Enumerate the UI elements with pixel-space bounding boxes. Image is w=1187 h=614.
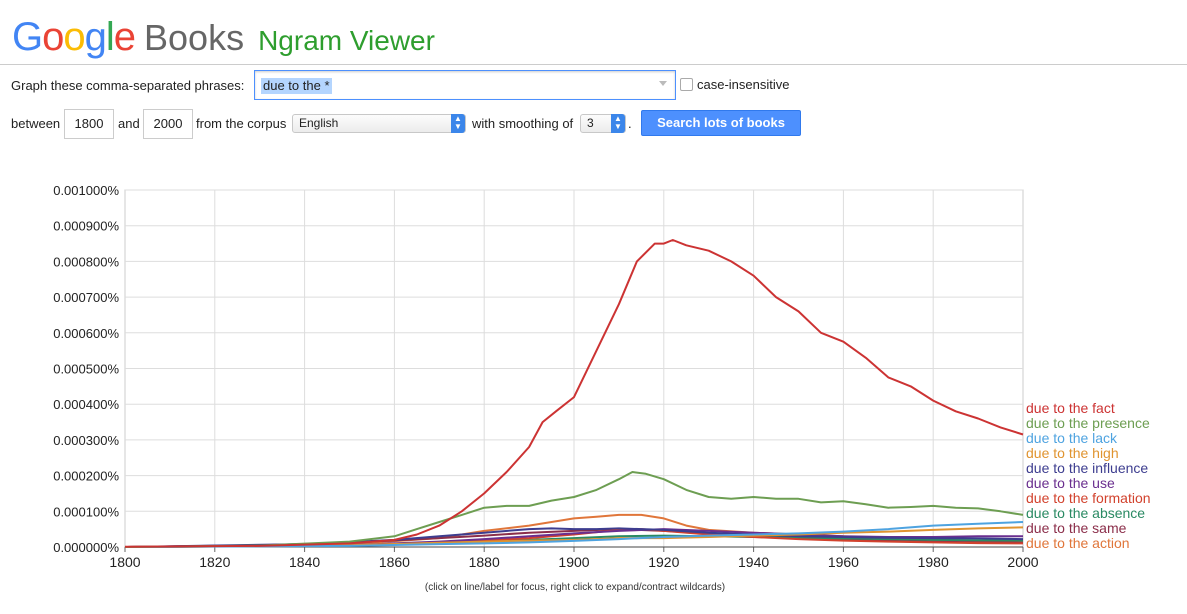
smoothing-select[interactable]: 3 ▲ ▼ bbox=[580, 114, 626, 133]
series-line[interactable] bbox=[124, 526, 1024, 548]
header: Google Books Ngram Viewer bbox=[12, 12, 435, 62]
y-tick-label: 0.000000% bbox=[53, 540, 119, 555]
y-tick-label: 0.000700% bbox=[53, 290, 119, 305]
year-start-input[interactable]: 1800 bbox=[64, 109, 114, 139]
logo-letter: o bbox=[63, 15, 85, 59]
x-tick-label: 1840 bbox=[289, 554, 320, 570]
y-tick-label: 0.000100% bbox=[53, 504, 119, 519]
y-tick-label: 0.001000% bbox=[53, 183, 119, 198]
between-label: between bbox=[11, 116, 61, 131]
logo-letter: o bbox=[42, 15, 64, 59]
phrases-input-value[interactable]: due to the * bbox=[261, 78, 332, 94]
x-tick-label: 1900 bbox=[558, 554, 589, 570]
plot-area bbox=[124, 189, 1024, 548]
x-tick-label: 1920 bbox=[648, 554, 679, 570]
case-insensitive-checkbox[interactable] bbox=[680, 78, 693, 91]
chart-grid bbox=[124, 189, 1024, 548]
x-tick-label: 2000 bbox=[1007, 554, 1038, 570]
series-line[interactable] bbox=[124, 528, 1023, 548]
google-logo[interactable]: Google bbox=[12, 12, 136, 62]
y-axis: 0.000000% 0.000100% 0.000200% 0.000300% 0.00… bbox=[53, 183, 119, 555]
x-tick-label: 1880 bbox=[469, 554, 500, 570]
case-insensitive-option[interactable]: case-insensitive bbox=[680, 77, 790, 92]
logo-letter: l bbox=[105, 15, 115, 59]
y-tick-label: 0.000900% bbox=[53, 219, 119, 234]
series-label[interactable]: due to the presence bbox=[1026, 415, 1150, 431]
smoothing-label: with smoothing of bbox=[472, 116, 574, 131]
corpus-label: from the corpus bbox=[196, 116, 287, 131]
series-label[interactable]: due to the formation bbox=[1026, 490, 1151, 506]
series-lines[interactable] bbox=[124, 239, 1024, 548]
year-end-input[interactable]: 2000 bbox=[143, 109, 193, 139]
smoothing-value: 3 bbox=[587, 116, 594, 130]
and-label: and bbox=[118, 116, 140, 131]
x-tick-label: 1820 bbox=[199, 554, 230, 570]
x-tick-label: 1960 bbox=[828, 554, 859, 570]
phrases-input[interactable]: due to the * bbox=[254, 70, 676, 100]
select-arrows-icon[interactable]: ▲ ▼ bbox=[611, 114, 625, 133]
x-axis: 1800 1820 1840 1860 1880 1900 1920 1940 1960 1980… bbox=[109, 546, 1039, 570]
series-label[interactable]: due to the same bbox=[1026, 520, 1127, 536]
series-label[interactable]: due to the use bbox=[1026, 475, 1115, 491]
series-line[interactable] bbox=[124, 521, 1024, 548]
x-tick-label: 1860 bbox=[379, 554, 410, 570]
books-label[interactable]: Books bbox=[144, 17, 245, 58]
phrases-row: Graph these comma-separated phrases: bbox=[11, 70, 244, 100]
logo-letter: g bbox=[84, 15, 107, 59]
series-label[interactable]: due to the lack bbox=[1026, 430, 1118, 446]
series-line[interactable] bbox=[124, 528, 1024, 548]
y-tick-label: 0.000500% bbox=[53, 362, 119, 377]
series-line[interactable] bbox=[124, 513, 1024, 548]
series-label[interactable]: due to the action bbox=[1026, 535, 1130, 551]
series-line[interactable] bbox=[124, 471, 1024, 548]
logo-letter: G bbox=[12, 15, 43, 59]
series-line[interactable] bbox=[124, 528, 1024, 548]
search-button[interactable]: Search lots of books bbox=[641, 110, 801, 136]
phrases-label: Graph these comma-separated phrases: bbox=[11, 77, 245, 93]
corpus-value: English bbox=[299, 116, 339, 130]
series-label[interactable]: due to the high bbox=[1026, 445, 1119, 461]
y-tick-label: 0.000600% bbox=[53, 326, 119, 341]
chart-hint: (click on line/label for focus, right cl… bbox=[424, 582, 726, 593]
period-label: . bbox=[628, 116, 632, 131]
series-label[interactable]: due to the influence bbox=[1026, 460, 1148, 476]
header-divider bbox=[0, 64, 1187, 65]
logo-letter: e bbox=[113, 15, 136, 59]
series-line[interactable] bbox=[124, 239, 1024, 548]
series-line[interactable] bbox=[124, 534, 1024, 548]
y-tick-label: 0.000200% bbox=[53, 469, 119, 484]
page-title: Ngram Viewer bbox=[258, 25, 435, 56]
case-insensitive-label: case-insensitive bbox=[697, 77, 790, 92]
select-arrows-icon[interactable]: ▲ ▼ bbox=[451, 114, 465, 133]
x-tick-label: 1800 bbox=[109, 554, 140, 570]
y-tick-label: 0.000300% bbox=[53, 433, 119, 448]
series-label[interactable]: due to the absence bbox=[1026, 505, 1145, 521]
x-tick-label: 1980 bbox=[918, 554, 949, 570]
dropdown-arrow-icon[interactable] bbox=[659, 81, 667, 86]
y-tick-label: 0.000400% bbox=[53, 397, 119, 412]
y-tick-label: 0.000800% bbox=[53, 254, 119, 269]
series-label[interactable]: due to the fact bbox=[1026, 400, 1115, 416]
x-tick-label: 1940 bbox=[738, 554, 769, 570]
corpus-select[interactable]: English ▲ ▼ bbox=[292, 114, 466, 133]
series-line[interactable] bbox=[124, 527, 1024, 548]
